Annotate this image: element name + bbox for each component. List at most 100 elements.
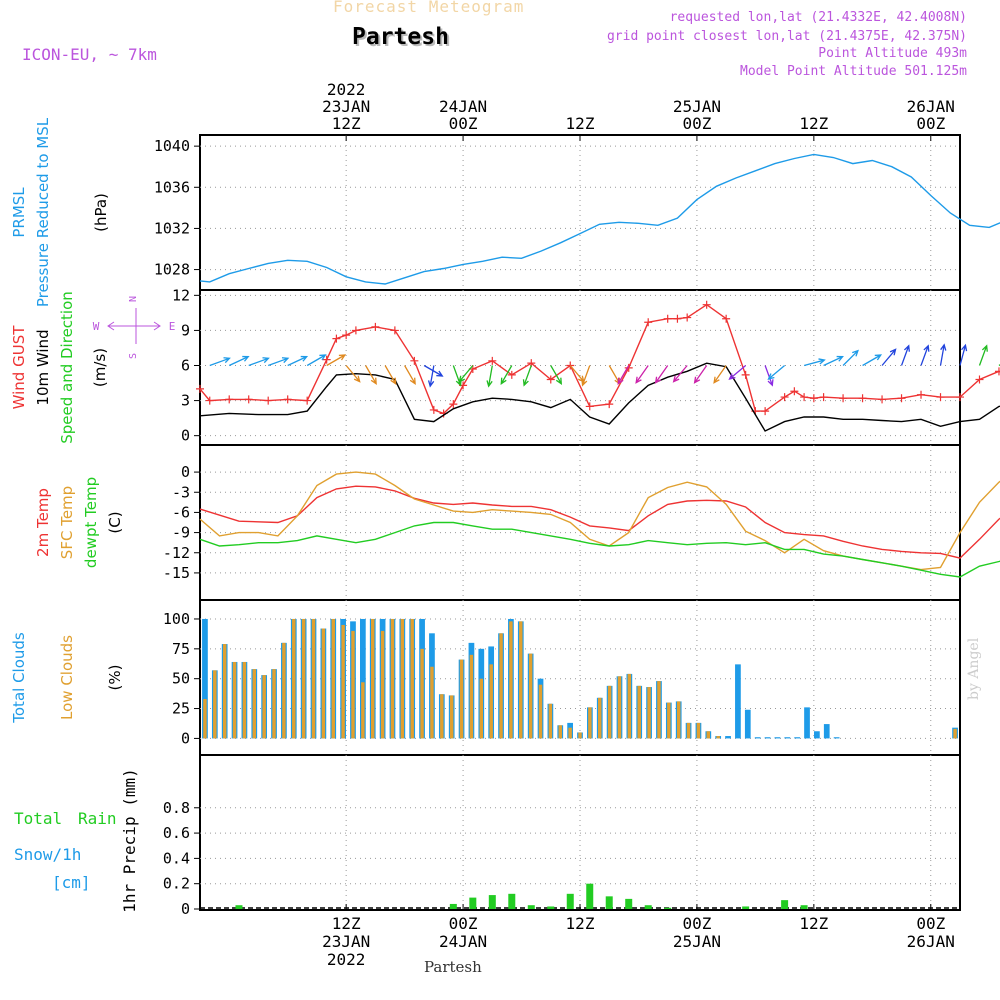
- low-cloud-bar: [538, 684, 543, 739]
- wind-panel-label: Wind GUST: [10, 325, 28, 410]
- rain-bar: [235, 905, 243, 909]
- gust-marker: [371, 322, 380, 331]
- low-cloud-bar: [292, 618, 296, 739]
- bottom-time-label: 00Z: [916, 914, 945, 933]
- low-cloud-bar: [528, 653, 533, 739]
- pressure-panel-label: PRMSL: [10, 187, 28, 238]
- y-tick-label: 9: [181, 321, 190, 339]
- top-time-label: 24JAN: [439, 97, 487, 116]
- wind-panel-label: (m/s): [91, 348, 109, 387]
- low-cloud-bar: [548, 703, 553, 739]
- clouds-panel-label: Total Clouds: [10, 632, 28, 724]
- gust-marker: [956, 393, 964, 402]
- y-tick-label: 0: [181, 900, 190, 918]
- compass-south: S: [128, 353, 139, 359]
- gridpoint-coordinates: grid point closest lon,lat (21.4375E, 42…: [606, 29, 967, 44]
- total-cloud-bar: [794, 737, 801, 739]
- y-tick-label: 1036: [154, 178, 190, 196]
- pressure-panel-label: (hPa): [92, 193, 110, 232]
- bottom-time-label: 25JAN: [673, 932, 721, 951]
- requested-coordinates: requested lon,lat (21.4332E, 42.4008N): [669, 10, 967, 25]
- gust-marker: [605, 400, 614, 409]
- rain-bar: [800, 905, 808, 909]
- total-cloud-bar: [833, 737, 840, 739]
- top-time-label: 12Z: [799, 114, 828, 133]
- gust-marker: [663, 314, 672, 323]
- gust-marker: [196, 384, 204, 393]
- low-cloud-bar: [351, 630, 355, 739]
- gust-marker: [225, 395, 234, 404]
- precip-label-unit: [cm]: [52, 873, 91, 892]
- panel-frame: [199, 134, 961, 291]
- gust-marker: [683, 313, 692, 322]
- precip-axis-label: 1hr Precip (mm): [120, 768, 139, 913]
- y-tick-label: 0: [181, 729, 190, 747]
- low-cloud-bar: [716, 736, 720, 739]
- panel-frame: [199, 754, 961, 911]
- gust-marker: [858, 394, 867, 403]
- y-tick-label: 0.8: [163, 799, 190, 817]
- total-cloud-bar: [359, 618, 366, 739]
- wind-direction-arrow: [767, 365, 786, 380]
- wind-direction-arrow: [654, 365, 669, 384]
- total-cloud-bar: [823, 724, 830, 739]
- gust-marker: [303, 396, 312, 405]
- wind-series-line: [199, 303, 1000, 415]
- gust-marker: [342, 331, 351, 340]
- panel-precip: 0 0.2 0.4 0.6 0.8 Total Rain Snow/1h [cm] 1hr Pre…: [14, 754, 961, 918]
- pressure-series-line: [199, 153, 1000, 285]
- wind-direction-arrow: [550, 365, 563, 385]
- wind-direction-arrow: [345, 365, 361, 383]
- gust-marker: [585, 402, 594, 411]
- gust-marker: [722, 314, 731, 323]
- top-time-label: 12Z: [332, 114, 361, 133]
- y-tick-label: 1032: [154, 219, 190, 237]
- total-cloud-bar: [744, 709, 751, 739]
- clouds-panel-label: Low Clouds: [58, 635, 76, 720]
- gust-marker: [761, 407, 770, 416]
- gust-marker: [702, 300, 711, 309]
- low-cloud-bar: [489, 664, 493, 739]
- gust-marker: [624, 363, 633, 372]
- bottom-time-label: 12Z: [799, 914, 828, 933]
- top-time-label: 12Z: [566, 114, 595, 133]
- gust-marker: [449, 400, 458, 409]
- wind-direction-arrow: [881, 348, 897, 366]
- bottom-time-label: 26JAN: [907, 932, 955, 951]
- gust-marker: [936, 393, 945, 402]
- low-cloud-bar: [617, 676, 622, 739]
- temperature-series-line: [199, 471, 1000, 571]
- low-cloud-bar: [459, 659, 464, 739]
- wind-direction-arrow: [486, 365, 493, 388]
- wind-direction-arrow: [458, 365, 474, 383]
- gust-marker: [244, 395, 253, 404]
- wind-direction-arrow: [617, 365, 630, 385]
- temperature-panel-label: SFC Temp: [58, 486, 76, 559]
- gust-marker: [790, 387, 799, 396]
- low-cloud-bar: [213, 670, 217, 739]
- precip-label-total: Total: [14, 809, 62, 828]
- gust-marker: [264, 396, 273, 405]
- top-time-label: 25JAN: [673, 97, 721, 116]
- low-cloud-bar: [242, 661, 247, 739]
- y-tick-label: 75: [172, 640, 190, 658]
- low-cloud-bar: [667, 702, 671, 739]
- wind-direction-arrow: [365, 365, 377, 385]
- low-cloud-bar: [696, 722, 701, 739]
- model-point-altitude: Model Point Altitude 501.125m: [740, 64, 967, 79]
- y-tick-label: -3: [172, 483, 190, 501]
- bottom-time-label: 2022: [327, 950, 366, 969]
- wind-direction-arrow: [522, 365, 532, 387]
- low-cloud-bar: [341, 624, 345, 739]
- wind-direction-arrow: [581, 365, 591, 387]
- low-cloud-bar: [222, 644, 227, 739]
- rain-bar: [664, 907, 672, 909]
- low-cloud-bar: [410, 618, 414, 739]
- low-cloud-bar: [469, 654, 474, 739]
- bottom-time-label: 00Z: [682, 914, 711, 933]
- wind-direction-arrow: [306, 354, 327, 367]
- low-cloud-bar: [331, 618, 335, 739]
- gust-marker: [410, 356, 419, 365]
